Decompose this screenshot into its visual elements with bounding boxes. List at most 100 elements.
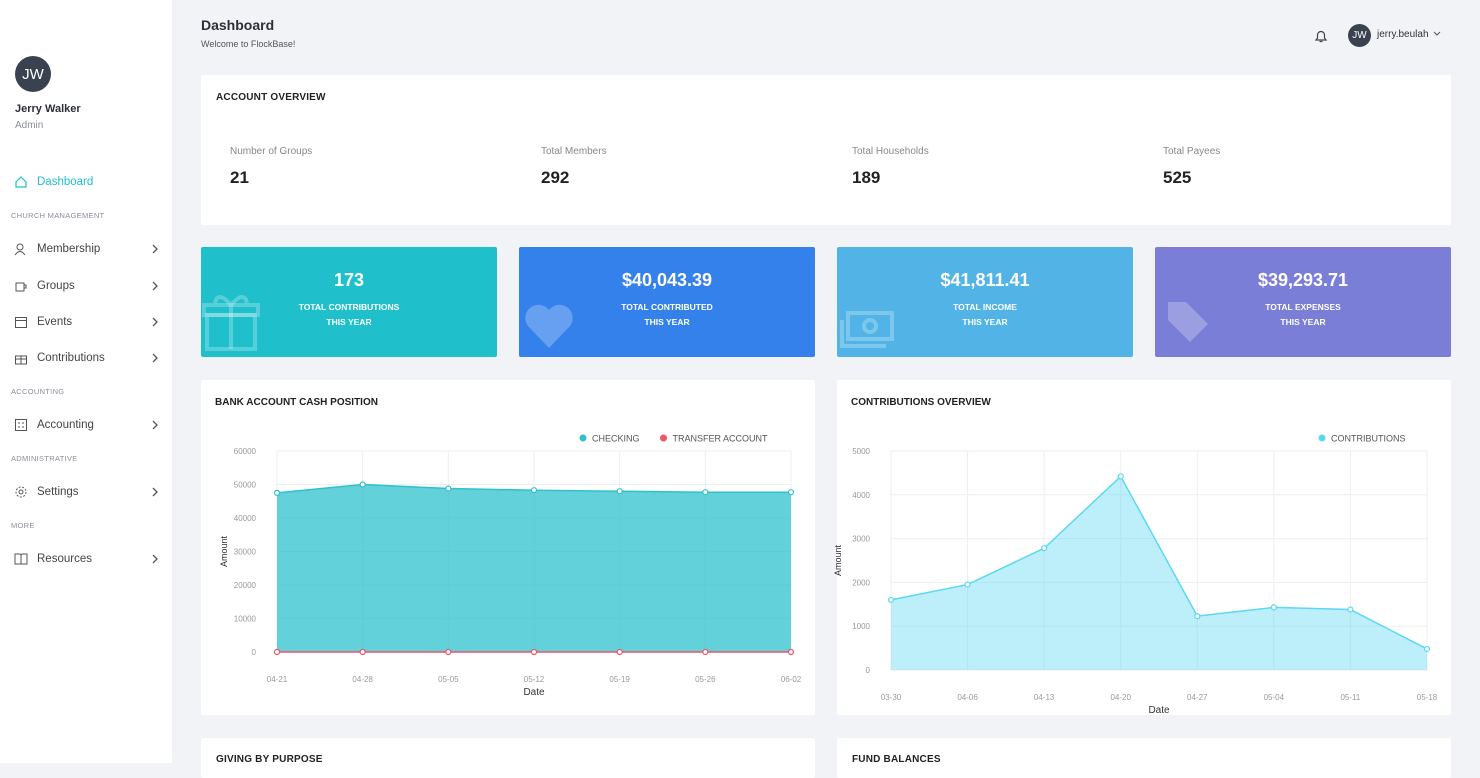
stat-card-label: TOTAL EXPENSES <box>1265 302 1341 312</box>
header-user[interactable]: jerry.beulah <box>1377 29 1429 40</box>
stat-card-label: THIS YEAR <box>1280 317 1326 327</box>
chevron <box>152 244 158 254</box>
icon <box>15 419 27 431</box>
x-tick-label: 04-06 <box>957 693 978 702</box>
nav-link[interactable]: Settings <box>14 482 159 502</box>
y-tick-label: 4000 <box>852 491 870 500</box>
nav-link[interactable]: Dashboard <box>14 172 159 192</box>
chart-card <box>837 380 1451 715</box>
chevron <box>152 281 158 291</box>
point <box>964 581 971 588</box>
icon <box>15 486 27 498</box>
legend-marker <box>579 434 587 442</box>
area <box>277 484 791 652</box>
icon <box>15 355 27 365</box>
point <box>887 596 895 604</box>
y-tick-label: 10000 <box>234 615 257 624</box>
card-title: GIVING BY PURPOSE <box>216 754 323 765</box>
point <box>702 489 709 496</box>
chevron <box>152 487 158 497</box>
y-tick-label: 20000 <box>234 581 257 590</box>
icon <box>14 553 28 565</box>
y-tick-label: 40000 <box>234 514 257 523</box>
icon <box>15 282 27 292</box>
icon <box>15 317 27 328</box>
legend-marker <box>660 434 668 442</box>
nav-label: Settings <box>37 486 79 498</box>
line <box>890 475 1428 650</box>
point <box>530 487 538 494</box>
point <box>702 648 709 656</box>
notification-bell[interactable] <box>1313 28 1329 44</box>
x-tick-label: 04-20 <box>1110 693 1131 702</box>
stat-card-value: $40,043.39 <box>621 270 713 290</box>
y-tick-label: 5000 <box>852 447 870 456</box>
icon <box>15 176 27 188</box>
stat-card-label: TOTAL INCOME <box>953 302 1017 312</box>
point <box>273 648 281 656</box>
header-avatar[interactable]: JW <box>1348 24 1371 47</box>
x-axis-label: Date <box>523 687 545 698</box>
account-overview-card: ACCOUNT OVERVIEW Number of Groups 21 Total… <box>201 75 1451 225</box>
point <box>359 481 366 488</box>
area <box>891 476 1427 670</box>
x-tick-label: 04-27 <box>1187 693 1208 702</box>
point <box>1423 645 1431 653</box>
point <box>1041 545 1048 552</box>
x-tick-label: 05-19 <box>609 675 630 684</box>
point <box>530 648 538 656</box>
y-axis-label: Amount <box>219 535 229 567</box>
stat-value: 189 <box>852 168 881 187</box>
x-tick-label: 03-30 <box>881 693 902 702</box>
card-title: FUND BALANCES <box>852 754 941 765</box>
user-name: Jerry Walker <box>15 103 81 115</box>
point <box>616 488 623 495</box>
stat-value: 21 <box>230 168 249 187</box>
nav-link[interactable]: Membership <box>14 239 159 259</box>
point <box>273 489 281 496</box>
stat-card-label: THIS YEAR <box>326 317 372 327</box>
nav-link[interactable]: Resources <box>14 549 159 569</box>
point <box>787 489 795 496</box>
nav-label: Events <box>37 316 73 328</box>
nav-heading: CHURCH MANAGEMENT <box>11 211 105 220</box>
card-title: ACCOUNT OVERVIEW <box>216 92 326 103</box>
nav-heading: ADMINISTRATIVE <box>11 454 78 463</box>
nav-link[interactable]: Contributions <box>14 348 159 368</box>
stat-card-label: THIS YEAR <box>962 317 1008 327</box>
stat-card-value: 173 <box>333 270 365 290</box>
icon <box>14 243 26 256</box>
stat-card-value: $39,293.71 <box>1257 270 1349 290</box>
point <box>445 648 452 656</box>
stat-card: $41,811.41 TOTAL INCOME THIS YEAR <box>837 247 1133 357</box>
x-tick-label: 06-02 <box>781 675 802 684</box>
stat-card: $39,293.71 TOTAL EXPENSES THIS YEAR <box>1155 247 1451 357</box>
nav-label: Accounting <box>37 419 94 431</box>
legend-label: TRANSFER ACCOUNT <box>673 434 769 444</box>
point <box>445 485 452 492</box>
point <box>1194 613 1201 620</box>
nav-link[interactable]: Groups <box>14 276 159 296</box>
chevron <box>152 554 158 564</box>
x-tick-label: 04-28 <box>352 675 373 684</box>
legend-label: CONTRIBUTIONS <box>1331 434 1406 444</box>
chevron <box>152 353 158 363</box>
y-tick-label: 50000 <box>234 481 257 490</box>
stat-label: Total Households <box>852 146 929 157</box>
point <box>787 648 795 656</box>
user-role: Admin <box>15 120 44 131</box>
nav-link[interactable]: Accounting <box>14 415 159 435</box>
x-tick-label: 05-04 <box>1264 693 1285 702</box>
sidebar: JW Jerry Walker Admin Dashboard CHURCH M… <box>0 0 172 763</box>
nav-link[interactable]: Events <box>14 312 159 332</box>
nav-label: Contributions <box>37 352 105 364</box>
avatar: JW <box>15 56 51 92</box>
y-tick-label: 60000 <box>234 447 257 456</box>
chevron <box>152 420 158 430</box>
x-tick-label: 05-18 <box>1417 693 1438 702</box>
page-subtitle: Welcome to FlockBase! <box>201 39 296 49</box>
nav-heading: MORE <box>11 521 35 530</box>
stat-label: Number of Groups <box>230 146 313 157</box>
nav-label: Membership <box>37 243 101 255</box>
